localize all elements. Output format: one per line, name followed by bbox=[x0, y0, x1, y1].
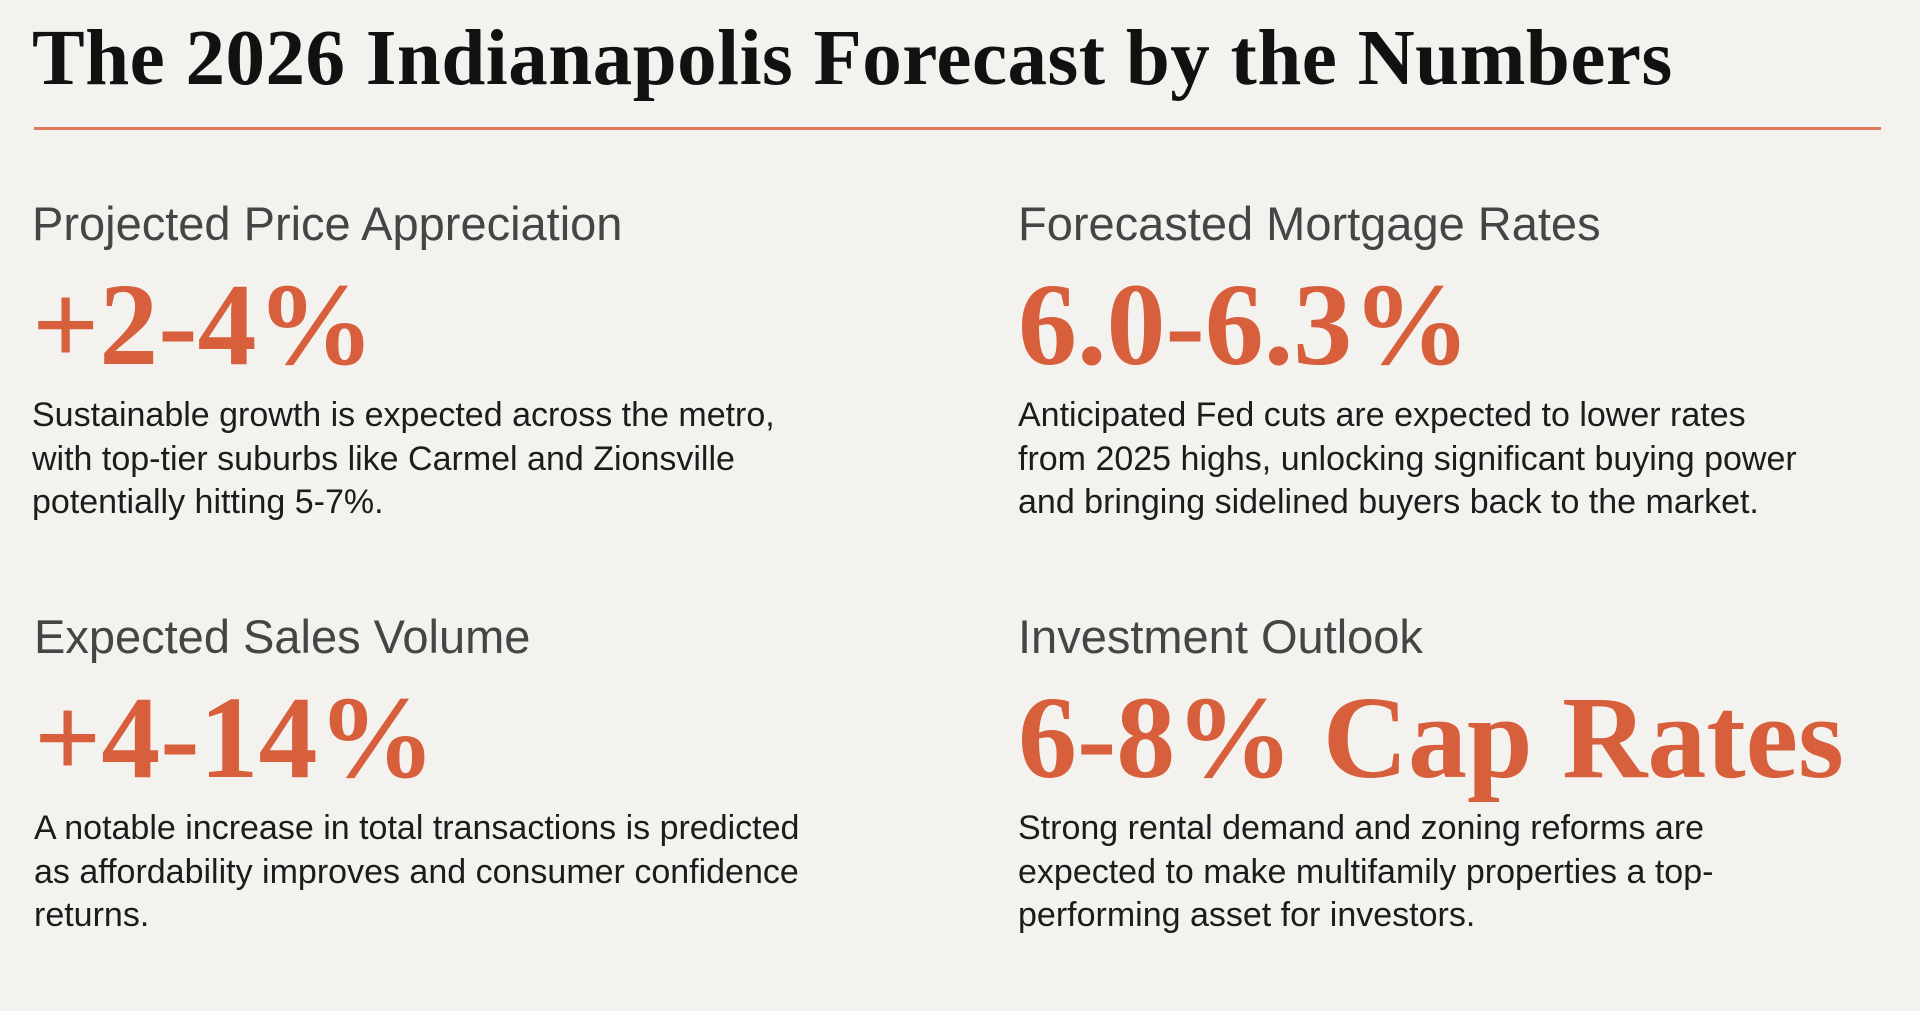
card-description: Anticipated Fed cuts are expected to low… bbox=[1018, 396, 1797, 521]
card-mortgage-rates: Forecasted Mortgage Rates 6.0-6.3% Antic… bbox=[1018, 196, 1878, 525]
card-description: Strong rental demand and zoning reforms … bbox=[1018, 809, 1714, 934]
card-description: A notable increase in total transactions… bbox=[34, 809, 800, 934]
card-investment-outlook: Investment Outlook 6-8% Cap Rates Strong… bbox=[1018, 609, 1878, 938]
card-heading: Investment Outlook bbox=[1018, 610, 1423, 663]
card-heading: Projected Price Appreciation bbox=[32, 197, 623, 250]
card-description: Sustainable growth is expected across th… bbox=[32, 396, 775, 521]
page-title: The 2026 Indianapolis Forecast by the Nu… bbox=[32, 15, 1673, 102]
card-heading: Expected Sales Volume bbox=[34, 610, 531, 663]
title-divider bbox=[34, 127, 1881, 130]
card-heading: Forecasted Mortgage Rates bbox=[1018, 197, 1601, 250]
card-price-appreciation: Projected Price Appreciation +2-4% Susta… bbox=[32, 196, 892, 525]
card-sales-volume: Expected Sales Volume +4-14% A notable i… bbox=[34, 609, 894, 938]
card-value: 6-8% Cap Rates bbox=[1018, 672, 1844, 803]
card-value: 6.0-6.3% bbox=[1018, 259, 1471, 390]
card-value: +4-14% bbox=[34, 672, 436, 803]
card-value: +2-4% bbox=[32, 259, 375, 390]
